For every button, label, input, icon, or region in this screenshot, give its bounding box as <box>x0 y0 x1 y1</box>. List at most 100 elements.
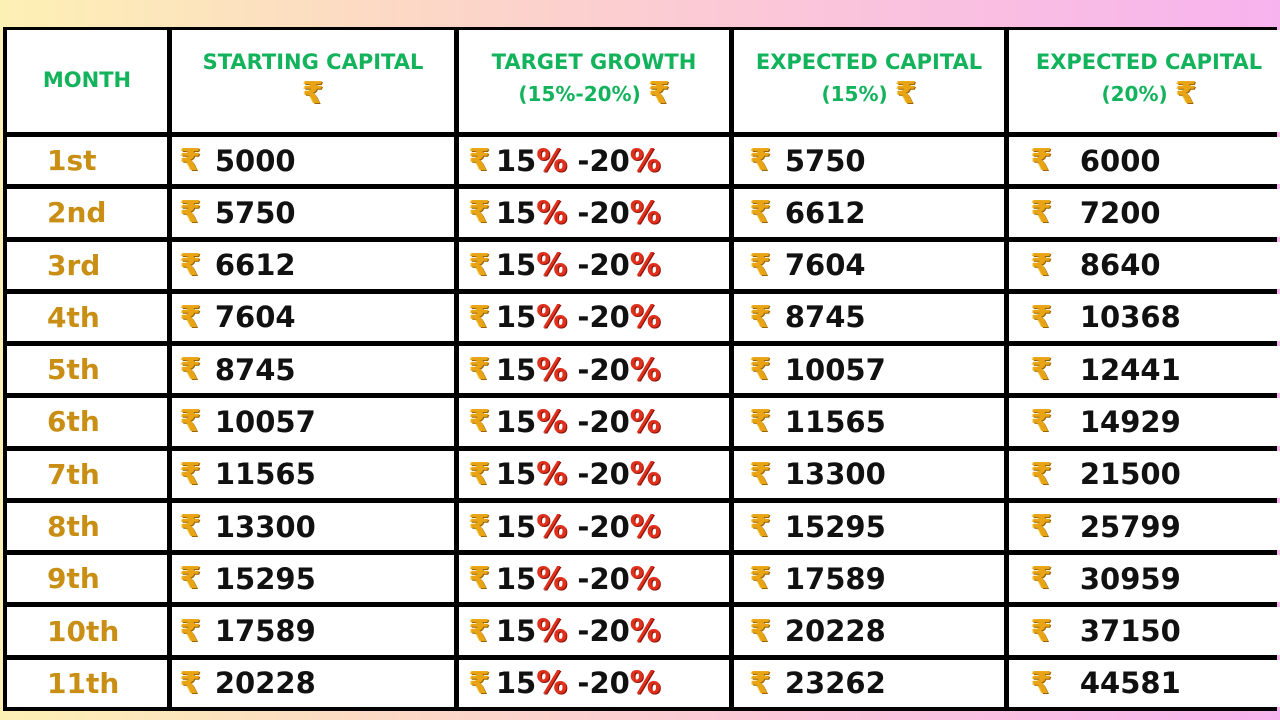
rupee-icon: ₹ <box>180 456 201 492</box>
starting-capital-value: 11565 <box>214 457 316 492</box>
expected-15-value: 7604 <box>784 248 866 283</box>
percent-icon: % <box>536 299 568 336</box>
starting-capital-value: 17589 <box>214 614 316 649</box>
percent-icon: % <box>536 351 568 388</box>
growth-low-value: 15 <box>495 300 537 335</box>
target-growth-cell: ₹ 15% - 20% <box>459 346 729 394</box>
rupee-icon: ₹ <box>648 75 670 111</box>
month-cell: 10th <box>7 607 167 655</box>
header-starting-capital: STARTING CAPITAL ₹ <box>172 30 454 132</box>
rupee-icon: ₹ <box>1031 665 1052 701</box>
growth-low-value: 15 <box>495 404 537 439</box>
expected-capital-15-cell: ₹ 15295 <box>734 502 1004 551</box>
percent-icon: % <box>629 194 661 231</box>
rupee-icon: ₹ <box>750 561 771 597</box>
header-growth-label: TARGET GROWTH <box>491 50 697 75</box>
percent-icon: % <box>629 613 661 650</box>
expected-15-value: 23262 <box>784 666 886 701</box>
rupee-icon: ₹ <box>180 665 201 701</box>
header-exp15-label: EXPECTED CAPITAL <box>755 50 983 75</box>
expected-15-value: 11565 <box>784 404 886 439</box>
rupee-icon: ₹ <box>469 299 490 335</box>
expected-capital-20-cell: ₹ 21500 <box>1009 450 1280 498</box>
expected-capital-15-cell: ₹ 11565 <box>734 398 1004 446</box>
growth-high-value: 20 <box>589 404 630 439</box>
expected-20-value: 10368 <box>1079 300 1181 335</box>
target-growth-cell: ₹ 15% - 20% <box>459 398 729 446</box>
expected-capital-15-cell: ₹ 5750 <box>734 137 1004 185</box>
target-growth-cell: ₹ 15% - 20% <box>459 659 729 707</box>
rupee-icon: ₹ <box>180 143 201 179</box>
growth-low-value: 15 <box>495 248 537 283</box>
percent-icon: % <box>629 142 661 179</box>
starting-capital-cell: ₹ 5750 <box>172 189 454 237</box>
starting-capital-cell: ₹ 5000 <box>172 137 454 185</box>
month-cell: 9th <box>7 555 167 603</box>
rupee-icon: ₹ <box>180 561 201 597</box>
expected-capital-20-cell: ₹ 10368 <box>1009 293 1280 342</box>
header-growth-range: (15%-20%) <box>518 81 641 106</box>
month-cell: 3rd <box>7 241 167 289</box>
rupee-icon: ₹ <box>750 404 771 440</box>
starting-capital-value: 20228 <box>214 666 316 701</box>
expected-15-value: 6612 <box>784 195 866 230</box>
rupee-icon: ₹ <box>469 456 490 492</box>
rupee-icon: ₹ <box>469 665 490 701</box>
month-cell: 1st <box>7 137 167 185</box>
percent-icon: % <box>536 403 568 440</box>
month-label: 4th <box>47 300 100 334</box>
month-label: 2nd <box>47 196 107 230</box>
month-label: 3rd <box>47 248 101 282</box>
expected-20-value: 30959 <box>1079 561 1181 596</box>
expected-capital-20-cell: ₹ 12441 <box>1009 346 1280 394</box>
rupee-icon: ₹ <box>469 561 490 597</box>
header-exp20-label: EXPECTED CAPITAL <box>1035 50 1263 75</box>
starting-capital-value: 5750 <box>214 195 296 230</box>
expected-20-value: 12441 <box>1079 352 1181 387</box>
month-cell: 11th <box>7 659 167 707</box>
percent-icon: % <box>629 456 661 493</box>
percent-icon: % <box>536 613 568 650</box>
percent-icon: % <box>629 351 661 388</box>
expected-20-value: 21500 <box>1079 457 1181 492</box>
rupee-icon: ₹ <box>469 404 490 440</box>
expected-15-value: 8745 <box>784 300 866 335</box>
starting-capital-cell: ₹ 17589 <box>172 607 454 655</box>
starting-capital-value: 15295 <box>214 561 316 596</box>
percent-icon: % <box>629 299 661 336</box>
percent-icon: % <box>536 247 568 284</box>
rupee-icon: ₹ <box>750 613 771 649</box>
percent-icon: % <box>536 665 568 702</box>
rupee-icon: ₹ <box>1031 143 1052 179</box>
percent-icon: % <box>536 456 568 493</box>
expected-capital-15-cell: ₹ 13300 <box>734 450 1004 498</box>
percent-icon: % <box>629 247 661 284</box>
expected-20-value: 25799 <box>1079 509 1181 544</box>
month-label: 7th <box>47 457 100 491</box>
expected-20-value: 44581 <box>1079 666 1181 701</box>
rupee-icon: ₹ <box>469 143 490 179</box>
growth-low-value: 15 <box>495 352 537 387</box>
growth-low-value: 15 <box>495 561 537 596</box>
rupee-icon: ₹ <box>180 509 201 545</box>
header-expected-15: EXPECTED CAPITAL (15%) ₹ <box>734 30 1004 132</box>
month-cell: 6th <box>7 398 167 446</box>
expected-15-value: 5750 <box>784 143 866 178</box>
rupee-icon: ₹ <box>1031 613 1052 649</box>
starting-capital-cell: ₹ 10057 <box>172 398 454 446</box>
growth-high-value: 20 <box>589 248 630 283</box>
target-growth-cell: ₹ 15% - 20% <box>459 293 729 342</box>
expected-capital-15-cell: ₹ 20228 <box>734 607 1004 655</box>
starting-capital-value: 10057 <box>214 404 316 439</box>
expected-15-value: 10057 <box>784 352 886 387</box>
rupee-icon: ₹ <box>1031 195 1052 231</box>
month-cell: 4th <box>7 293 167 342</box>
header-month-label: MONTH <box>42 68 132 93</box>
month-label: 8th <box>47 510 100 544</box>
rupee-icon: ₹ <box>469 247 490 283</box>
expected-15-value: 13300 <box>784 457 886 492</box>
starting-capital-cell: ₹ 8745 <box>172 346 454 394</box>
growth-low-value: 15 <box>495 195 537 230</box>
percent-icon: % <box>536 194 568 231</box>
percent-icon: % <box>536 560 568 597</box>
